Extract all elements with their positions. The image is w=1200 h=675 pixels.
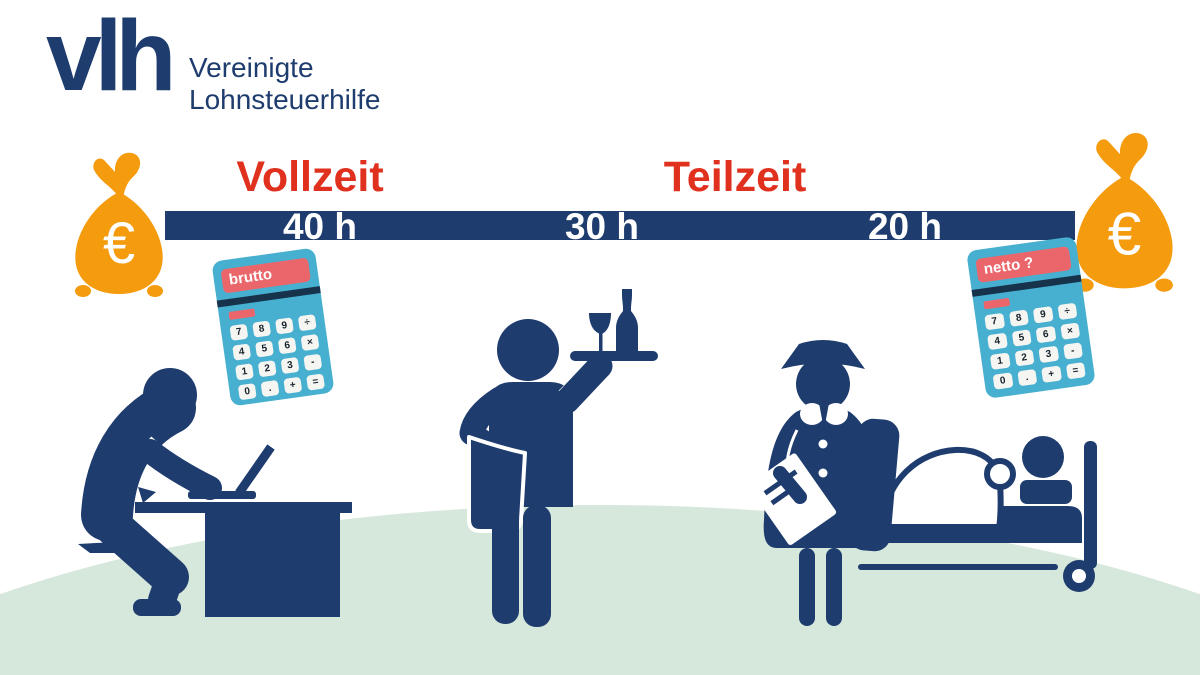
calc-key: ÷ [1057,302,1078,321]
calc-key: = [1065,362,1086,380]
hour-mark-30: 30 h [564,206,640,247]
wine-glass [589,313,611,334]
nurse-collar-right [824,403,848,425]
nurse-collar-left [800,403,824,425]
bed-foot-post [1084,441,1097,569]
calc-key: 6 [277,337,297,355]
desk-top [135,502,352,513]
calc-key: 2 [257,360,277,378]
money-bag-right: € [1076,132,1173,292]
calc-key: 0 [992,372,1014,390]
calc-key: 5 [255,340,274,358]
blanket-curl [984,458,1016,490]
worker-foot [133,599,181,616]
calculator-brutto: brutto 7 8 9 ÷ 4 5 6 × 1 2 3-0. + = [211,247,335,407]
nurse-button-1 [818,439,828,449]
logo-org-line1: Vereinigte [189,52,314,83]
patient-head [1022,436,1064,478]
worker-head [143,368,197,422]
calc-key: - [303,353,323,371]
calc-key: 0 [237,383,257,401]
calc-key: . [1016,368,1038,387]
calc-key: 7 [229,323,249,341]
clipboard [748,453,837,545]
laptop-screen [235,444,275,496]
calc-key: 3 [1038,345,1059,364]
calculator-keypad: 7 8 9 ÷ 4 5 6 × 1 2 3- 0. + = [220,307,334,402]
calculator-netto: netto ? 7 8 9 ÷ 4 5 6 × 1 2 3-0. + = [966,236,1096,399]
calc-key: × [1059,322,1081,340]
nurse-hand [773,466,807,504]
calc-key: 4 [987,332,1008,351]
euro-symbol: € [1108,199,1142,267]
worker-tie [138,487,156,503]
bed-floor-line [858,564,1058,570]
calc-key: - [1062,342,1084,360]
waiter-leg-right [523,505,551,627]
calc-key: 9 [274,317,294,335]
logo-org-line2: Lohnsteuerhilfe [189,83,381,115]
calc-key: 1 [989,352,1011,370]
serving-tray [570,351,658,361]
section-label-teilzeit: Teilzeit [663,153,807,201]
euro-symbol: € [103,211,135,276]
nurse-figure [748,340,883,626]
calc-key: + [1041,365,1062,383]
calc-key: 1 [235,363,254,381]
nurse-leg-left [799,548,815,626]
waiter-leg-left [492,505,519,624]
desk-body [205,513,340,617]
vlh-logo-mark: vlh [46,0,177,112]
calc-key: 3 [280,356,300,375]
worker-calf [148,563,184,614]
calc-key: 4 [232,343,252,361]
calc-key: 2 [1014,349,1035,367]
hour-mark-20: 20 h [867,206,943,247]
calc-key: ÷ [297,314,317,332]
nurse-head [796,357,850,411]
office-worker-figure [78,368,352,617]
calc-key: 8 [252,320,272,338]
wine-glass-stem [599,333,603,353]
timeline-bar [165,211,1075,240]
calculator-keypad: 7 8 9 ÷ 4 5 6 × 1 2 3- 0. + = [975,295,1095,391]
nurse-leg-right [826,548,842,626]
laptop-base [188,491,256,499]
worker-arm [138,439,222,500]
bed-wheel-hub [1072,569,1086,583]
waiter-figure [459,289,658,627]
calc-key: 6 [1035,325,1056,344]
calc-key: 5 [1011,329,1032,347]
nurse-collar-gap [819,403,829,430]
wine-bottle [616,289,638,356]
waiter-head [497,319,559,381]
calc-key: = [306,373,326,391]
section-label-vollzeit: Vollzeit [236,153,384,201]
wine-glass-base [592,352,610,356]
calc-key: 7 [984,312,1005,331]
money-bag-left: € [75,152,163,297]
nurse-button-3 [818,497,828,507]
patient-chest [1020,480,1072,504]
waiter-raised-arm [554,353,613,414]
calc-key: 9 [1032,306,1054,324]
hour-mark-40: 40 h [282,206,358,247]
calc-key: + [283,376,303,394]
blanket [878,446,1004,530]
calc-key: 8 [1008,309,1029,327]
nurse-cap [781,340,865,369]
calc-key: . [260,379,280,398]
calc-key: × [300,333,320,352]
nurse-button-2 [818,468,828,478]
vlh-logo-text: Vereinigte Lohnsteuerhilfe [189,52,380,115]
